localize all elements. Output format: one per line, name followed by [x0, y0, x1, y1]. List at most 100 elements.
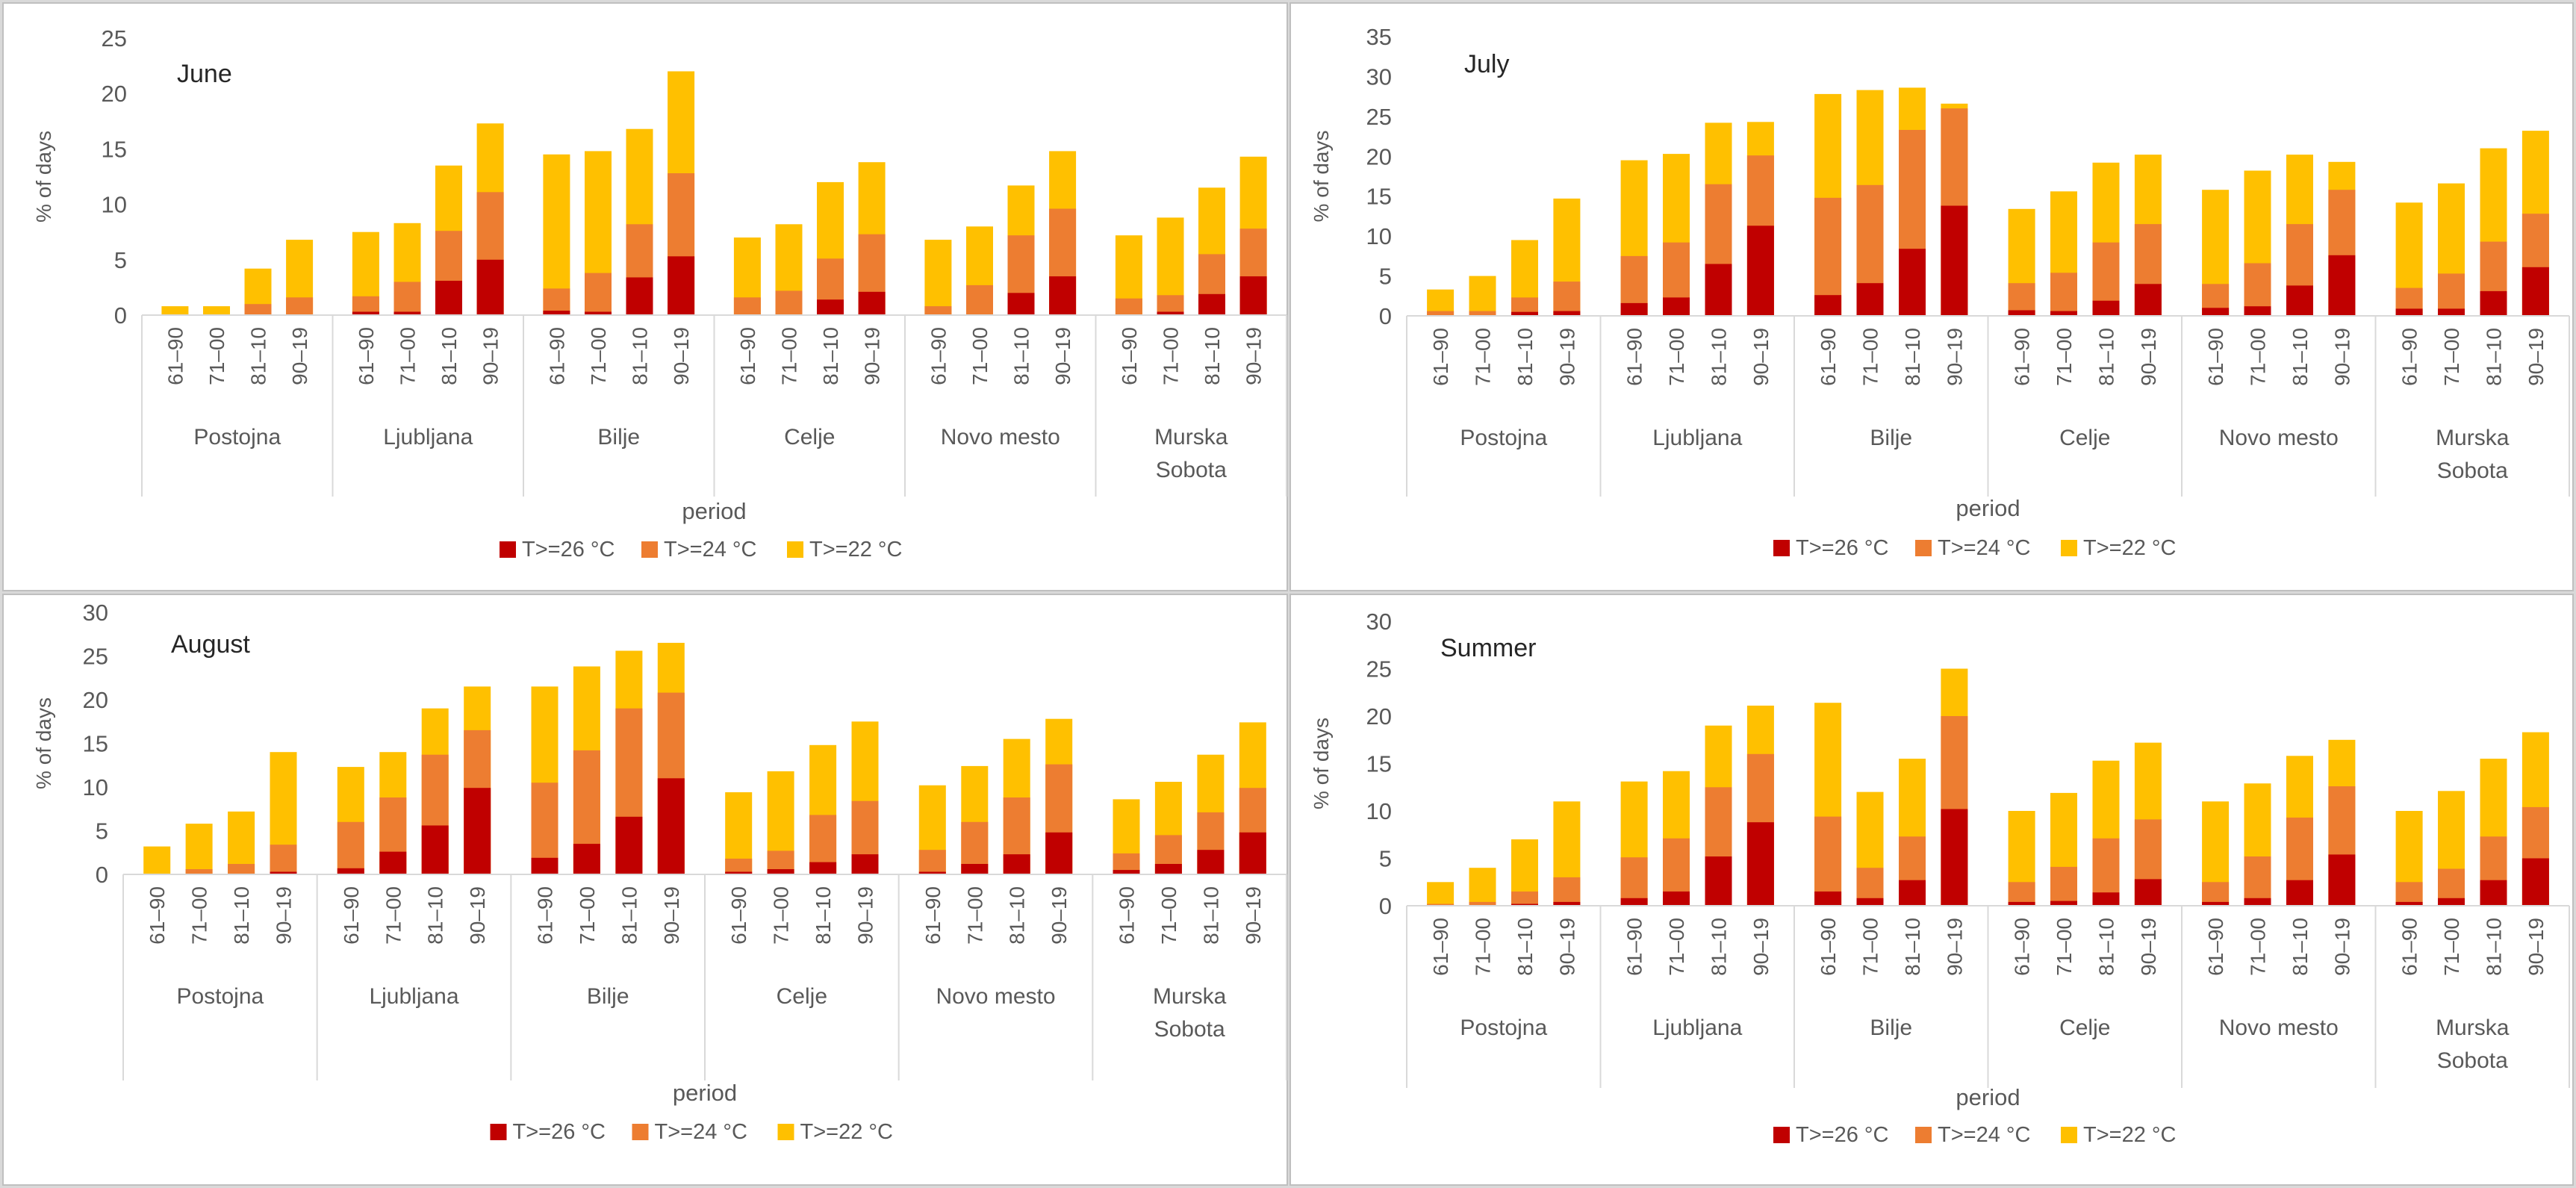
- chart-august-period-label: 90–19: [466, 886, 489, 945]
- chart-july-period-label: 61–90: [2398, 328, 2421, 386]
- chart-june-period-label: 90–19: [288, 327, 311, 385]
- chart-july-legend-swatch: [2061, 540, 2077, 556]
- chart-july-bar-novo-mesto-61-90-t-26-c: [2202, 308, 2230, 316]
- chart-july-bar-novo-mesto-90-19-t-26-c: [2328, 255, 2356, 316]
- chart-summer-bar-ljubljana-61-90-t-24-c: [1620, 857, 1648, 906]
- chart-summer-period-label: 81–10: [2482, 918, 2505, 976]
- chart-summer-bar-bilje-71-00-t-26-c: [1856, 898, 1884, 906]
- chart-july-bar-murska-sobota-71-00-t-26-c: [2438, 308, 2465, 316]
- chart-august-station-label: Murska: [1153, 984, 1227, 1009]
- chart-july-bar-postojna-71-00-t-24-c: [1469, 311, 1496, 316]
- chart-august-station-label: Postojna: [176, 984, 264, 1009]
- chart-august-bar-postojna-90-19-t-24-c: [270, 845, 297, 874]
- chart-june-station-label: Sobota: [1156, 458, 1227, 482]
- chart-summer-bar-novo-mesto-71-00-t-26-c: [2244, 898, 2271, 906]
- chart-june-station-label: Bilje: [597, 425, 640, 450]
- chart-june-period-label: 90–19: [670, 327, 693, 385]
- chart-summer-legend-label: T>=24 °C: [1938, 1123, 2030, 1147]
- chart-summer-period-label: 61–90: [2398, 918, 2421, 976]
- chart-july-station-label: Murska: [2436, 426, 2510, 450]
- chart-july-station-label: Celje: [2059, 426, 2110, 450]
- chart-august-bar-bilje-90-19-t-26-c: [657, 778, 685, 874]
- chart-august-bar-postojna-81-10-t-24-c: [228, 864, 255, 874]
- chart-summer-legend-swatch: [1773, 1127, 1790, 1143]
- chart-summer-bar-bilje-90-19-t-26-c: [1941, 809, 1968, 906]
- chart-summer-bar-postojna-61-90-t-24-c: [1427, 904, 1455, 906]
- chart-august-ytick-label: 10: [83, 774, 108, 800]
- chart-summer-station-label: Ljubljana: [1652, 1016, 1742, 1040]
- chart-summer-bar-novo-mesto-90-19-t-26-c: [2328, 854, 2356, 906]
- chart-august-period-label: 81–10: [617, 886, 641, 945]
- chart-august-ytick-label: 5: [96, 818, 108, 845]
- chart-summer-bar-ljubljana-90-19-t-26-c: [1746, 822, 1774, 906]
- chart-august-period-label: 71–00: [576, 886, 599, 945]
- chart-august-bar-bilje-71-00-t-26-c: [573, 844, 600, 874]
- chart-july-period-label: 90–19: [1943, 328, 1966, 386]
- chart-june-legend-swatch: [500, 541, 516, 558]
- chart-summer-period-label: 71–00: [1665, 918, 1688, 976]
- chart-july-period-label: 90–19: [2524, 328, 2548, 386]
- chart-july: 0 5 10 15 20 25 30 35 % of days July 61–90 71–00 81–…: [1310, 24, 2570, 560]
- chart-august-legend-label: T>=22 °C: [800, 1120, 893, 1144]
- chart-summer-bar-celje-61-90-t-26-c: [2008, 901, 2035, 906]
- chart-july-ytick-label: 15: [1366, 184, 1392, 210]
- chart-june-legend-swatch: [787, 541, 803, 558]
- chart-june-period-label: 81–10: [819, 327, 842, 385]
- chart-june-bar-novo-mesto-90-19-t-26-c: [1049, 276, 1077, 315]
- chart-august-bar-celje-61-90-t-24-c: [725, 858, 753, 874]
- chart-july-bar-novo-mesto-71-00-t-26-c: [2244, 306, 2271, 316]
- panel-july: 0 5 10 15 20 25 30 35 % of days July 61–90 71–00 81–…: [1289, 2, 2574, 591]
- chart-summer-period-label: 81–10: [1513, 918, 1537, 976]
- chart-june-bar-novo-mesto-81-10-t-26-c: [1007, 293, 1035, 315]
- chart-july-period-label: 61–90: [2204, 328, 2227, 386]
- chart-july-station-label: Sobota: [2437, 458, 2508, 483]
- chart-august-bar-novo-mesto-71-00-t-26-c: [961, 864, 989, 874]
- chart-june-period-label: 90–19: [1242, 327, 1266, 385]
- chart-june-bar-murska-sobota-71-00-t-26-c: [1157, 311, 1184, 315]
- chart-august-bar-postojna-71-00-t-24-c: [185, 869, 213, 874]
- chart-summer: 0 5 10 15 20 25 30 % of days Summer 61–90 71–00 81–…: [1310, 609, 2570, 1147]
- chart-summer-period-label: 71–00: [1472, 918, 1495, 976]
- chart-june-bar-ljubljana-61-90-t-26-c: [352, 311, 379, 315]
- chart-july-bar-postojna-81-10-t-26-c: [1511, 311, 1538, 316]
- chart-august-bar-postojna-90-19-t-26-c: [270, 871, 297, 874]
- chart-summer-bar-murska-sobota-61-90-t-24-c: [2395, 882, 2423, 906]
- chart-summer-bar-novo-mesto-61-90-t-24-c: [2202, 882, 2230, 906]
- chart-july-bar-celje-81-10-t-26-c: [2092, 300, 2120, 316]
- chart-june-bar-bilje-61-90-t-24-c: [543, 288, 570, 315]
- chart-august-period-label: 61–90: [533, 886, 556, 945]
- chart-june-bar-celje-90-19-t-26-c: [858, 291, 886, 315]
- chart-august-legend-swatch: [632, 1124, 649, 1140]
- chart-summer-period-label: 61–90: [2204, 918, 2227, 976]
- chart-august-station-label: Celje: [777, 984, 827, 1009]
- chart-summer-period-label: 61–90: [2011, 918, 2034, 976]
- chart-summer-period-label: 81–10: [2094, 918, 2118, 976]
- chart-june-bar-celje-71-00-t-24-c: [775, 290, 803, 315]
- chart-summer-station-label: Celje: [2059, 1016, 2110, 1040]
- chart-august-bar-postojna-71-00-t-22-c: [185, 824, 213, 874]
- chart-june-period-label: 90–19: [1051, 327, 1074, 385]
- chart-june-period-label: 90–19: [861, 327, 884, 385]
- chart-august-bar-ljubljana-90-19-t-26-c: [464, 788, 491, 874]
- chart-summer-period-label: 61–90: [1429, 918, 1452, 976]
- chart-summer-period-label: 90–19: [2330, 918, 2353, 976]
- chart-summer-period-label: 71–00: [2440, 918, 2463, 976]
- chart-august-station-label: Sobota: [1154, 1017, 1225, 1042]
- chart-june-station-label: Ljubljana: [383, 425, 473, 450]
- chart-july-bar-murska-sobota-90-19-t-26-c: [2521, 267, 2549, 316]
- chart-summer-ytick-label: 0: [1379, 893, 1392, 919]
- chart-august-period-label: 90–19: [1048, 886, 1071, 945]
- chart-july-period-label: 81–10: [2094, 328, 2118, 386]
- chart-summer-legend-swatch: [2061, 1127, 2077, 1143]
- chart-june-ylabel: % of days: [32, 131, 55, 223]
- chart-summer-bar-bilje-61-90-t-24-c: [1814, 816, 1842, 906]
- chart-july-period-label: 61–90: [1623, 328, 1646, 386]
- chart-june-bar-murska-sobota-81-10-t-26-c: [1198, 293, 1225, 315]
- chart-summer-station-label: Bilje: [1870, 1016, 1912, 1040]
- chart-summer-bar-ljubljana-61-90-t-26-c: [1620, 898, 1648, 906]
- chart-july-ytick-label: 0: [1379, 303, 1392, 329]
- chart-summer-bar-novo-mesto-81-10-t-26-c: [2286, 880, 2313, 906]
- chart-august-period-label: 90–19: [273, 886, 296, 945]
- chart-summer-period-label: 81–10: [2289, 918, 2312, 976]
- chart-august-period-label: 90–19: [660, 886, 683, 945]
